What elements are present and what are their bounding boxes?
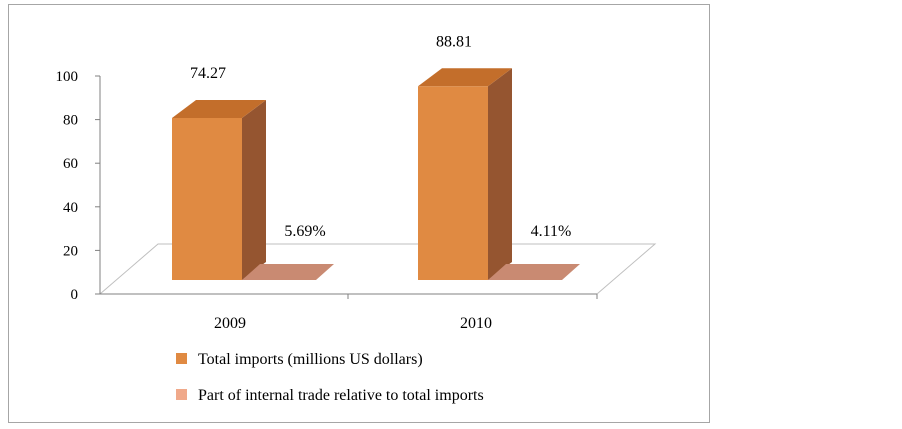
y-tick-label: 60: [63, 156, 78, 172]
x-tick-label: 2009: [214, 315, 246, 332]
data-label: 5.69%: [284, 223, 325, 240]
y-tick-label: 80: [63, 113, 78, 129]
bar-top: [418, 68, 512, 87]
bar-front: [172, 118, 242, 280]
legend-label: Total imports (millions US dollars): [198, 351, 423, 368]
y-tick-label: 20: [63, 243, 78, 259]
bar-side: [242, 100, 266, 280]
y-axis: 0 20 40 60 80 100: [56, 69, 598, 303]
x-tick-label: 2010: [460, 315, 492, 332]
bar-front: [418, 86, 488, 280]
bar-slab: [242, 264, 334, 280]
data-label: 88.81: [436, 33, 472, 50]
legend-swatch: [176, 353, 187, 364]
data-label: 74.27: [190, 65, 226, 82]
y-tick-label: 40: [63, 200, 78, 216]
bar-top: [172, 100, 266, 118]
y-tick-label: 0: [71, 287, 79, 303]
bars: [172, 68, 580, 280]
data-labels: 74.27 5.69% 88.81 4.11%: [190, 33, 571, 240]
chart-frame: [8, 4, 710, 423]
legend-label: Part of internal trade relative to total…: [198, 387, 484, 404]
bar-side: [488, 68, 512, 280]
legend-swatch: [176, 389, 187, 400]
bar-slab: [488, 264, 580, 280]
x-axis: 2009 2010: [214, 315, 492, 332]
data-label: 4.11%: [531, 223, 572, 240]
legend: Total imports (millions US dollars) Part …: [176, 351, 484, 404]
y-tick-label: 100: [56, 69, 79, 85]
